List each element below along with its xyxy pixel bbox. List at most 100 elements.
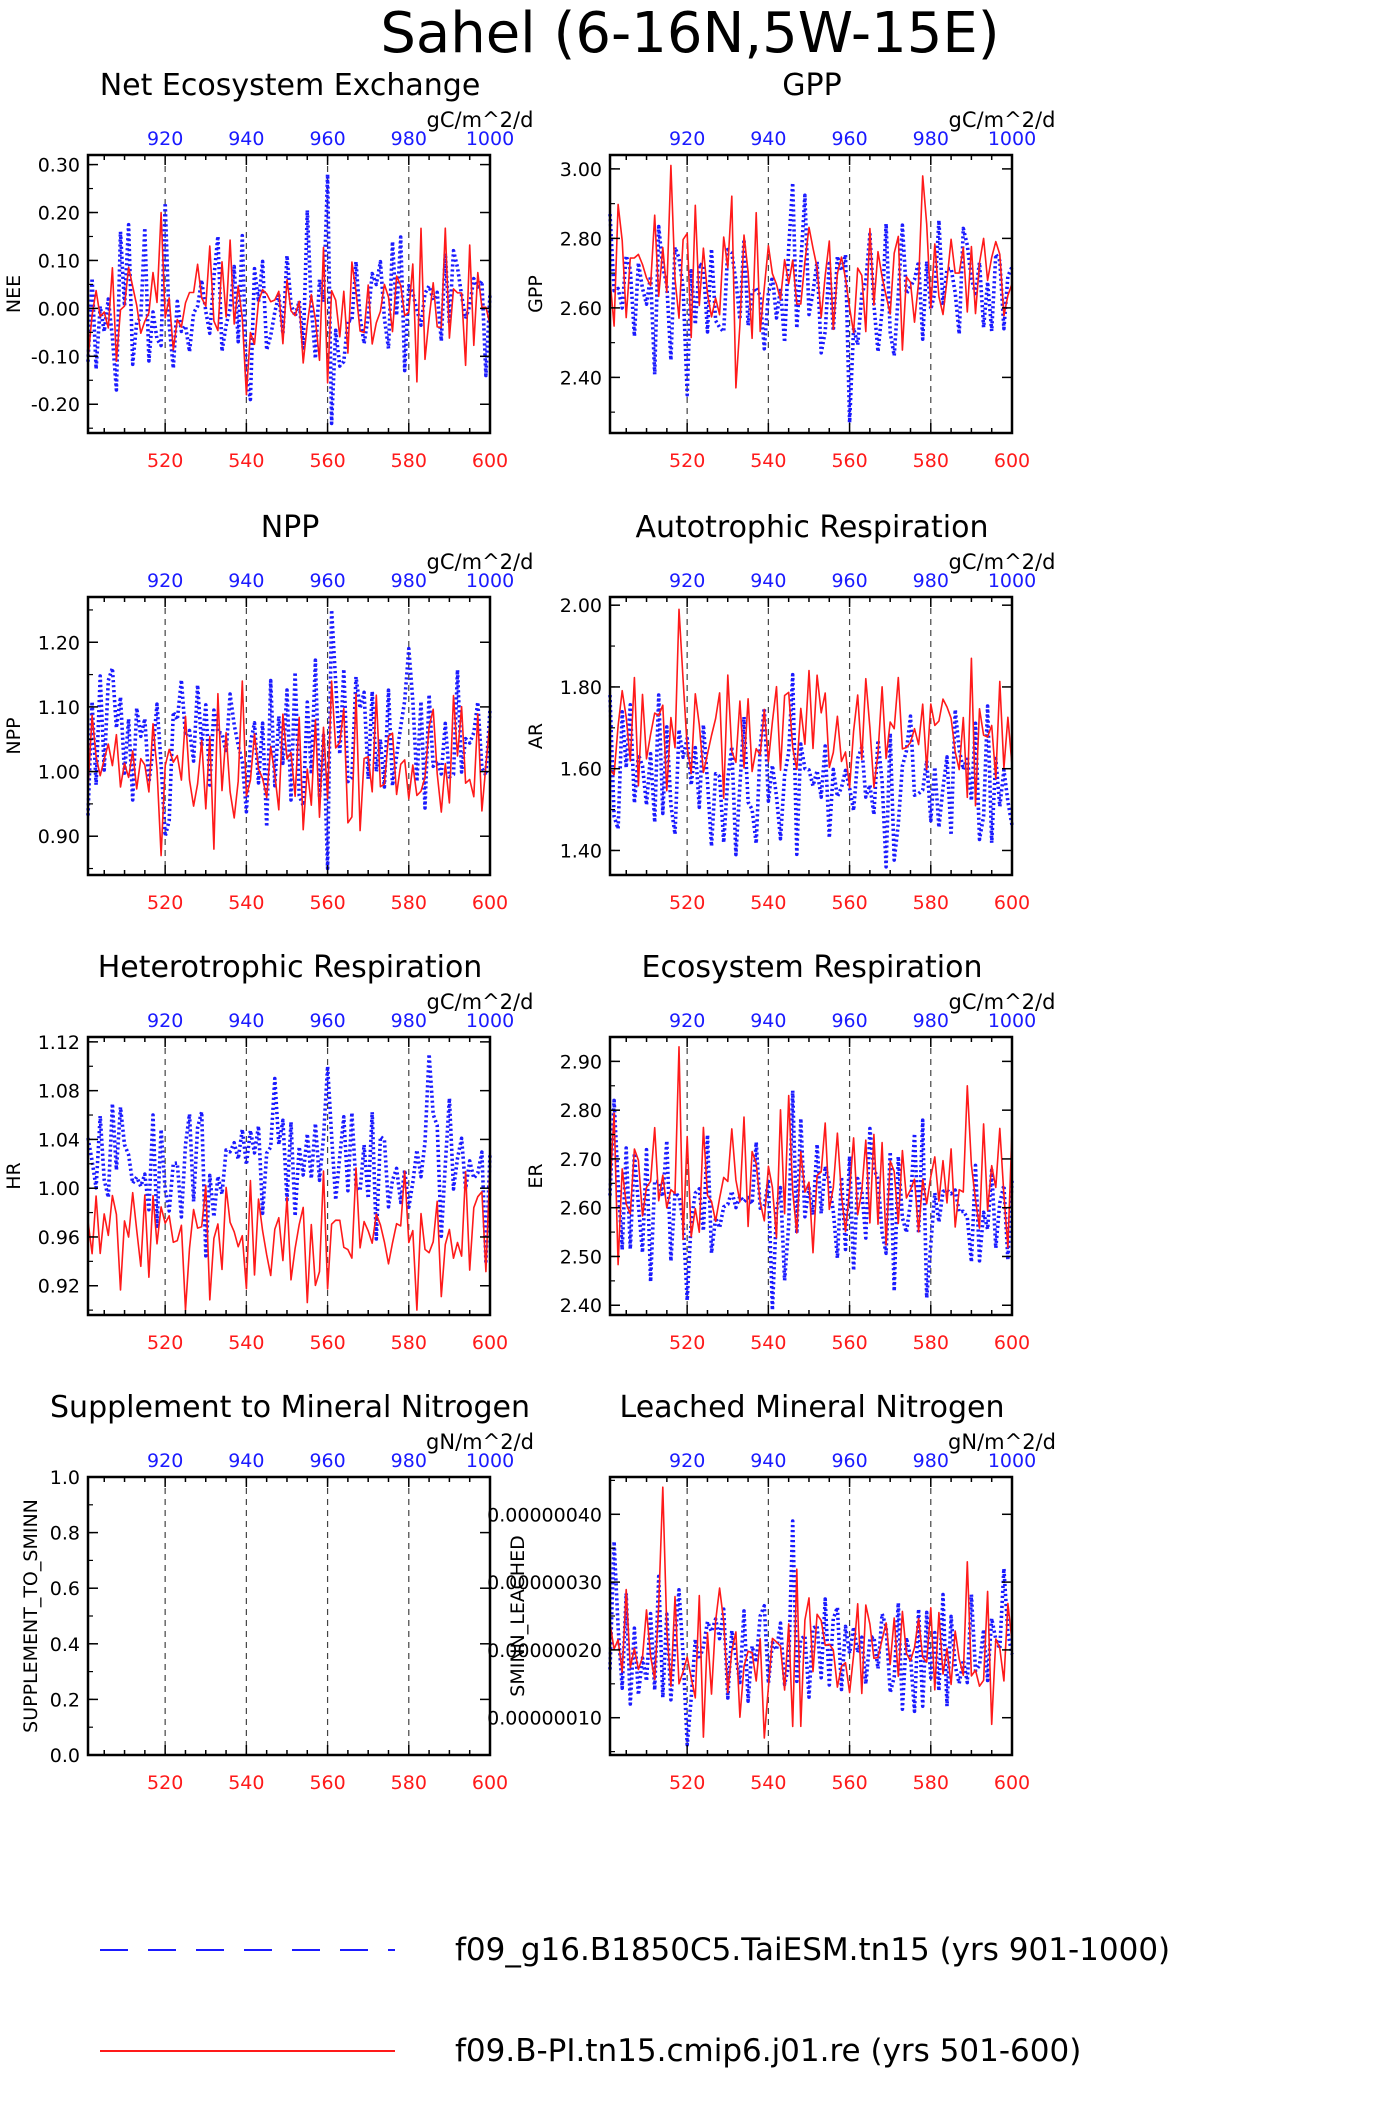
chart-panel: Ecosystem Respiration gC/m^2/d ER 520 540 560… [525, 950, 1055, 1354]
x-tick-label-bottom: 580 [913, 1332, 949, 1354]
y-tick-label: 0.4 [50, 1634, 80, 1656]
y-tick-label: 0.90 [38, 826, 80, 848]
y-tick-label: 2.40 [560, 1295, 602, 1317]
y-tick-label: 2.80 [560, 228, 602, 250]
series-line-cmip6 [609, 608, 1013, 807]
y-axis-label: HR [3, 1162, 25, 1190]
x-tick-label-top: 940 [228, 1450, 264, 1472]
x-tick-label-bottom: 600 [472, 450, 508, 472]
x-tick-label-bottom: 600 [472, 1772, 508, 1794]
y-tick-label: 2.80 [560, 1100, 602, 1122]
chart-panel: Heterotrophic Respiration gC/m^2/d HR 520 54… [3, 950, 533, 1354]
x-tick-label-top: 960 [831, 570, 867, 592]
x-tick-label-bottom: 520 [147, 450, 183, 472]
x-tick-label-bottom: 600 [994, 1332, 1030, 1354]
series-line-cmip6 [609, 1046, 1013, 1266]
series-line-cmip6 [87, 680, 491, 857]
x-tick-label-top: 980 [913, 1450, 949, 1472]
y-tick-label: 0.30 [38, 155, 80, 177]
x-tick-label-bottom: 580 [391, 450, 427, 472]
x-tick-label-bottom: 560 [831, 1332, 867, 1354]
y-tick-label: 0.20 [38, 203, 80, 225]
x-tick-label-bottom: 560 [831, 892, 867, 914]
x-tick-label-bottom: 520 [669, 1772, 705, 1794]
plot-frame [608, 1035, 1014, 1317]
plot-frame [608, 153, 1014, 435]
x-tick-label-bottom: 520 [147, 892, 183, 914]
x-tick-label-bottom: 540 [750, 1772, 786, 1794]
y-axis-label: SMINN_LEACHED [507, 1535, 529, 1696]
x-tick-label-top: 940 [750, 1450, 786, 1472]
x-tick-label-bottom: 540 [228, 1332, 264, 1354]
x-tick-label-top: 920 [147, 570, 183, 592]
x-tick-label-top: 940 [750, 128, 786, 150]
chart-panel: Leached Mineral Nitrogen gN/m^2/d SMINN_LE… [487, 1390, 1056, 1794]
series-line-taiesm [608, 672, 1014, 869]
series-line-cmip6 [87, 211, 491, 396]
y-tick-label: -0.10 [31, 346, 80, 368]
y-tick-label: 0.00000020 [487, 1640, 602, 1662]
x-tick-label-top: 920 [669, 1450, 705, 1472]
x-tick-label-bottom: 560 [831, 1772, 867, 1794]
x-tick-label-bottom: 540 [750, 450, 786, 472]
x-tick-label-top: 980 [913, 128, 949, 150]
y-axis-label: GPP [525, 275, 547, 313]
x-tick-label-top: 1000 [466, 1450, 514, 1472]
y-tick-label: 2.50 [560, 1246, 602, 1268]
y-tick-label: 0.0 [50, 1745, 80, 1767]
x-tick-label-top: 920 [669, 1010, 705, 1032]
panels: Net Ecosystem Exchange gC/m^2/d NEE 520 540 5… [3, 68, 1056, 1794]
y-tick-label: 2.60 [560, 1198, 602, 1220]
units-label: gN/m^2/d [948, 1430, 1056, 1454]
x-tick-label-top: 980 [391, 1010, 427, 1032]
x-tick-label-top: 940 [228, 128, 264, 150]
x-tick-label-bottom: 560 [831, 450, 867, 472]
x-tick-label-top: 1000 [466, 128, 514, 150]
y-axis-label: NEE [3, 275, 25, 313]
x-tick-label-top: 960 [831, 1450, 867, 1472]
x-tick-label-bottom: 540 [750, 1332, 786, 1354]
y-tick-label: 0.00 [38, 298, 80, 320]
chart-panel: Autotrophic Respiration gC/m^2/d AR 520 540 5… [525, 510, 1055, 914]
y-tick-label: 0.00000040 [487, 1504, 602, 1526]
x-tick-label-bottom: 520 [669, 1332, 705, 1354]
x-tick-label-top: 1000 [988, 1010, 1036, 1032]
x-tick-label-top: 980 [913, 1010, 949, 1032]
panel-title: Net Ecosystem Exchange [100, 68, 481, 103]
plot-frame [86, 1475, 492, 1757]
x-tick-label-bottom: 580 [913, 892, 949, 914]
series-line-cmip6 [609, 164, 1013, 389]
y-tick-label: 0.8 [50, 1523, 80, 1545]
plot-frame [86, 1035, 492, 1317]
x-tick-label-top: 940 [228, 570, 264, 592]
y-tick-label: 0.10 [38, 250, 80, 272]
x-tick-label-top: 980 [391, 570, 427, 592]
x-tick-label-top: 980 [913, 570, 949, 592]
x-tick-label-bottom: 520 [669, 892, 705, 914]
x-tick-label-top: 960 [309, 570, 345, 592]
x-tick-label-top: 920 [147, 128, 183, 150]
x-tick-label-bottom: 540 [228, 1772, 264, 1794]
x-tick-label-top: 1000 [988, 570, 1036, 592]
x-tick-label-bottom: 580 [391, 892, 427, 914]
series-line-taiesm [86, 1052, 492, 1264]
plot-frame [86, 153, 492, 435]
y-tick-label: 3.00 [560, 159, 602, 181]
x-tick-label-top: 960 [831, 128, 867, 150]
x-tick-label-top: 1000 [988, 1450, 1036, 1472]
x-tick-label-bottom: 560 [309, 450, 345, 472]
x-tick-label-bottom: 520 [147, 1772, 183, 1794]
x-tick-label-top: 960 [309, 128, 345, 150]
y-tick-label: 1.00 [38, 762, 80, 784]
x-tick-label-bottom: 540 [750, 892, 786, 914]
y-tick-label: 1.10 [38, 697, 80, 719]
x-tick-label-top: 1000 [988, 128, 1036, 150]
series-line-cmip6 [87, 1163, 491, 1311]
y-tick-label: 2.40 [560, 367, 602, 389]
y-tick-label: 1.60 [560, 759, 602, 781]
x-tick-label-bottom: 580 [913, 450, 949, 472]
x-tick-label-bottom: 560 [309, 1332, 345, 1354]
units-label: gC/m^2/d [427, 550, 534, 574]
series-line-taiesm [608, 181, 1014, 425]
